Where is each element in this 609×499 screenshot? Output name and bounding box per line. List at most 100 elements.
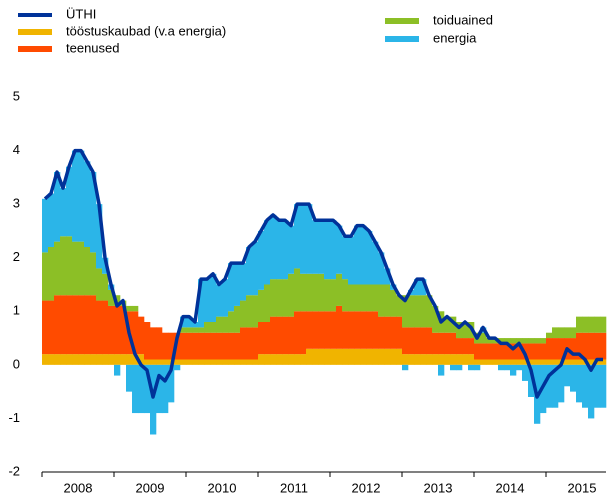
bar-segment: [486, 359, 493, 365]
bar-segment: [186, 359, 193, 365]
bar-segment: [528, 338, 535, 344]
bar-segment: [552, 338, 559, 360]
bar-segment: [330, 348, 337, 365]
bar-segment: [246, 247, 253, 296]
bar-segment: [132, 354, 139, 365]
bar-segment: [234, 263, 241, 306]
bar-segment: [282, 354, 289, 365]
bar-segment: [66, 354, 73, 365]
bar-segment: [378, 252, 385, 285]
bar-segment: [192, 359, 199, 365]
bar-segment: [546, 338, 553, 360]
bar-segment: [438, 364, 445, 376]
bar-segment: [498, 343, 505, 360]
bar-segment: [288, 225, 295, 274]
bar-segment: [456, 322, 463, 339]
bar-segment: [420, 295, 427, 328]
bar-segment: [48, 300, 55, 355]
bar-segment: [504, 343, 511, 360]
bar-segment: [348, 284, 355, 312]
legend-swatch: [385, 36, 419, 42]
bar-segment: [402, 364, 409, 371]
bar-segment: [78, 295, 85, 355]
bar-segment: [528, 359, 535, 365]
bar-segment: [534, 359, 541, 365]
bar-segment: [168, 364, 175, 403]
bar-segment: [588, 364, 595, 419]
bar-segment: [300, 311, 307, 355]
bar-segment: [108, 305, 115, 355]
bar-segment: [522, 338, 529, 344]
bar-segment: [120, 354, 127, 365]
bar-segment: [420, 354, 427, 365]
bar-segment: [570, 359, 577, 365]
bar-segment: [78, 150, 85, 242]
bar-segment: [414, 354, 421, 365]
bar-segment: [48, 247, 55, 301]
bar-segment: [300, 354, 307, 365]
bar-segment: [432, 332, 439, 355]
bar-segment: [510, 338, 517, 344]
bar-segment: [360, 348, 367, 365]
bar-segment: [66, 166, 73, 237]
legend-label: energia: [433, 30, 477, 45]
bar-segment: [114, 354, 121, 365]
bar-segment: [408, 354, 415, 365]
legend-label: tööstuskaubad (v.a energia): [66, 23, 226, 38]
bar-segment: [270, 316, 277, 355]
bar-segment: [540, 359, 547, 365]
bar-segment: [120, 305, 127, 355]
bar-segment: [48, 354, 55, 365]
bar-segment: [252, 327, 259, 360]
bar-segment: [78, 354, 85, 365]
bar-segment: [252, 359, 259, 365]
bar-segment: [600, 332, 607, 360]
bar-segment: [366, 284, 373, 312]
bar-segment: [582, 332, 589, 360]
x-tick-label: 2008: [64, 480, 93, 495]
bar-segment: [258, 230, 265, 290]
bar-segment: [432, 354, 439, 365]
bar-segment: [138, 354, 145, 365]
bar-segment: [456, 364, 463, 371]
bar-segment: [198, 332, 205, 360]
bar-segment: [60, 354, 67, 365]
bar-segment: [54, 241, 61, 296]
line: [43, 148, 603, 399]
bar-segment: [312, 348, 319, 365]
bar-segment: [378, 316, 385, 349]
bar-segment: [480, 343, 487, 360]
bar-segment: [210, 332, 217, 360]
bar-segment: [402, 295, 409, 328]
bar-segment: [288, 354, 295, 365]
bar-segment: [384, 316, 391, 349]
bar-segment: [102, 273, 109, 301]
bar-segment: [222, 279, 229, 317]
bar-segment: [498, 364, 505, 371]
bar-segment: [468, 364, 475, 371]
bar-segment: [162, 332, 169, 360]
y-tick-label: 1: [13, 303, 20, 318]
bar-segment: [462, 354, 469, 365]
bar-segment: [240, 359, 247, 365]
bar-segment: [558, 364, 565, 403]
bar-segment: [234, 305, 241, 333]
bar-segment: [408, 295, 415, 328]
bar-segment: [546, 364, 553, 408]
bar-segment: [114, 364, 121, 376]
bar-segment: [132, 364, 139, 414]
bar-segment: [354, 225, 361, 285]
bar-segment: [204, 359, 211, 365]
bar-segment: [216, 316, 223, 333]
bar-segment: [126, 364, 133, 392]
bar-segment: [246, 327, 253, 360]
bar-segment: [534, 338, 541, 344]
bar-segment: [294, 354, 301, 365]
bar-segment: [90, 295, 97, 355]
bar-segment: [114, 305, 121, 355]
bar-segment: [546, 359, 553, 365]
bar-segment: [150, 327, 157, 360]
bar-segment: [546, 332, 553, 339]
bar-segment: [264, 284, 271, 322]
bar-segment: [90, 354, 97, 365]
